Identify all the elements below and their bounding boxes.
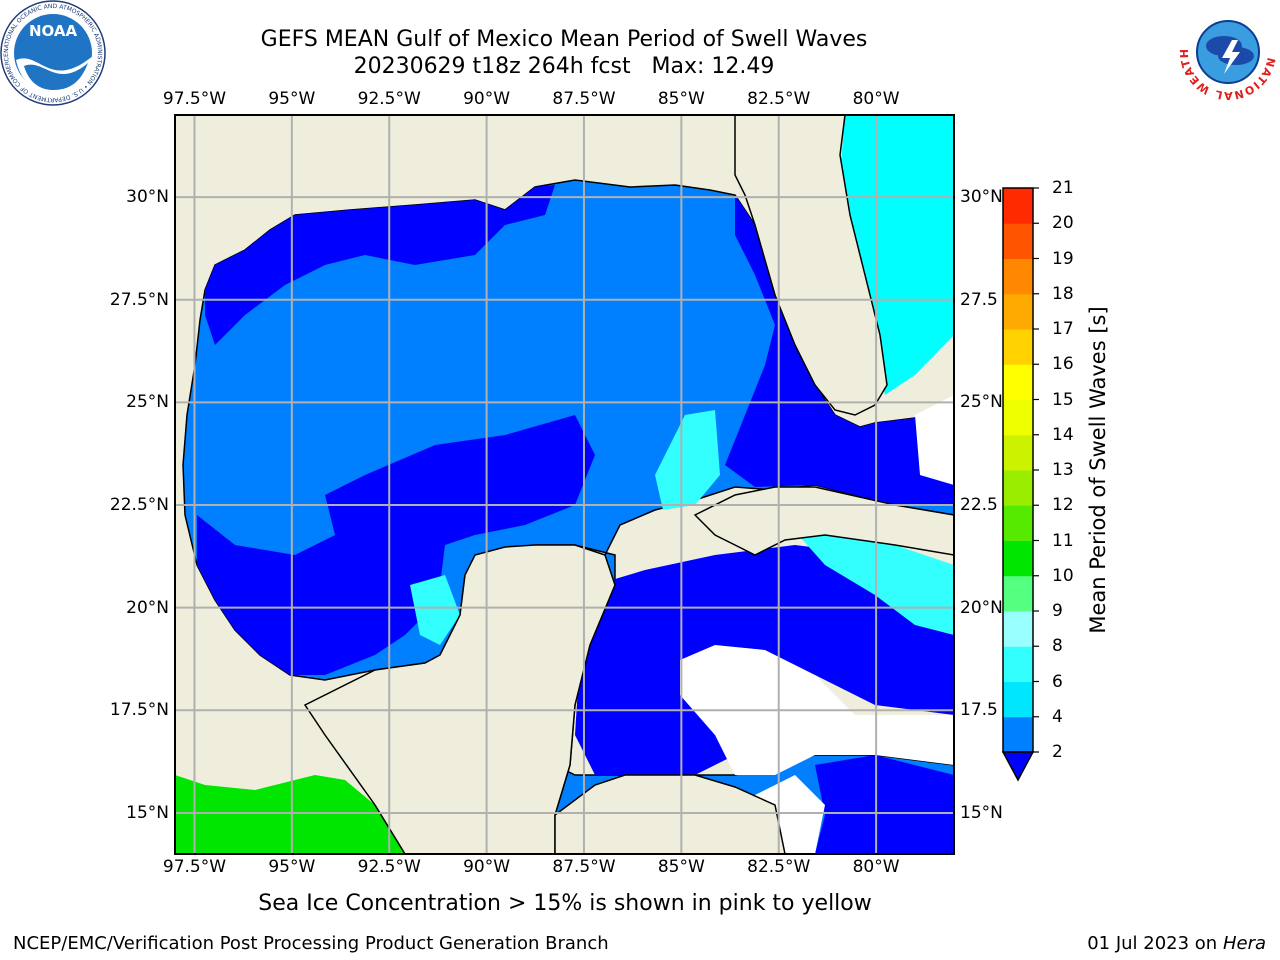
latitude-label: 15°N	[960, 802, 1003, 823]
credit-host: Hera	[1222, 933, 1266, 954]
longitude-label: 97.5°W	[162, 857, 227, 877]
colorbar-tick-label: 20	[1052, 213, 1074, 234]
longitude-label: 95°W	[268, 89, 316, 109]
colorbar-tick-label: 19	[1052, 248, 1074, 269]
swell-field-8-11s	[175, 775, 405, 854]
swell-field-below-2s	[815, 755, 954, 854]
colorbar-segment	[1003, 540, 1033, 577]
longitude-label: 82.5°W	[747, 857, 811, 877]
latitude-label: 22.5°N	[109, 495, 169, 516]
noaa-logo-text: NOAA	[29, 22, 78, 40]
latitude-label: 30°N	[960, 187, 1003, 208]
colorbar-segment	[1003, 364, 1033, 400]
colorbar	[1001, 187, 1039, 782]
colorbar-tick-label: 14	[1052, 424, 1074, 445]
swell-field-4-6s	[655, 410, 720, 510]
longitude-label: 85°W	[657, 857, 705, 877]
latitude-label: 30°N	[126, 187, 169, 208]
colorbar-segment	[1003, 293, 1033, 330]
credit-text: NCEP/EMC/Verification Post Processing Pr…	[13, 933, 609, 954]
colorbar-extend-triangle	[1001, 751, 1035, 782]
colorbar-tick-label: 21	[1052, 178, 1074, 198]
longitude-label: 97.5°W	[162, 89, 227, 109]
swell-field-4-6s	[840, 115, 954, 395]
colorbar-segment	[1003, 470, 1033, 506]
colorbar-tick-label: 8	[1052, 636, 1063, 657]
longitude-label: 87.5°W	[552, 857, 616, 877]
map-gridlines	[175, 115, 954, 854]
noaa-logo: NATIONAL OCEANIC AND ATMOSPHERIC ADMINIS…	[0, 0, 106, 106]
longitude-label: 95°W	[268, 857, 316, 877]
land-florida	[734, 115, 888, 416]
colorbar-segment	[1003, 434, 1033, 471]
colorbar-segment	[1003, 258, 1033, 295]
sea-ice-note: Sea Ice Concentration > 15% is shown in …	[258, 891, 872, 916]
swell-field-below-2s	[725, 195, 954, 505]
longitude-label: 90°W	[463, 857, 511, 877]
swell-field-below-2s	[197, 415, 595, 675]
colorbar-segment	[1003, 399, 1033, 436]
colorbar-segment	[1003, 505, 1033, 541]
colorbar-segment	[1003, 611, 1033, 647]
colorbar-tick-label: 16	[1052, 354, 1074, 375]
colorbar-segment	[1003, 646, 1033, 682]
latitude-label: 17.5°N	[109, 700, 169, 721]
land-central-america	[554, 774, 786, 854]
date-host-text: 01 Jul 2023 on Hera	[1087, 933, 1266, 954]
longitude-label: 92.5°W	[357, 89, 421, 109]
swell-field-4-6s	[785, 510, 954, 635]
latitude-label: 27.5°N	[109, 289, 169, 310]
latitude-label: 15°N	[126, 802, 169, 823]
chart-subtitle: 20230629 t18z 264h fcst Max: 12.49	[353, 54, 775, 79]
colorbar-tick-label: 10	[1052, 565, 1074, 586]
colorbar-segment	[1003, 188, 1033, 224]
colorbar-segment	[1003, 223, 1033, 259]
longitude-label: 87.5°W	[552, 89, 616, 109]
colorbar-tick-label: 12	[1052, 495, 1074, 516]
no-data-area	[915, 395, 954, 485]
latitude-label: 25°N	[126, 392, 169, 413]
longitude-label: 85°W	[657, 89, 705, 109]
gulf-of-mexico-map	[174, 114, 955, 855]
nws-logo: NATIONAL WEATHER SERVICE	[1171, 0, 1279, 103]
colorbar-segment	[1003, 575, 1033, 612]
longitude-label: 92.5°W	[357, 857, 421, 877]
colorbar-tick-label: 13	[1052, 460, 1074, 480]
longitude-label: 80°W	[852, 857, 900, 877]
latitude-label: 22.5	[960, 495, 998, 516]
colorbar-tick-label: 4	[1052, 706, 1063, 727]
credit-date: 01 Jul 2023 on	[1087, 933, 1223, 954]
latitude-label: 27.5	[960, 289, 998, 310]
colorbar-segment	[1003, 329, 1033, 365]
latitude-label: 17.5	[960, 700, 998, 721]
longitude-label: 90°W	[463, 89, 511, 109]
colorbar-segment	[1003, 681, 1033, 718]
colorbar-tick-label: 17	[1052, 319, 1074, 339]
swell-field-4-6s	[410, 575, 460, 645]
latitude-label: 20°N	[126, 597, 169, 618]
colorbar-tick-label: 9	[1052, 601, 1063, 621]
colorbar-label: Mean Period of Swell Waves [s]	[1086, 306, 1110, 634]
colorbar-tick-label: 15	[1052, 389, 1074, 410]
longitude-label: 80°W	[852, 89, 900, 109]
land-cuba	[693, 486, 954, 556]
map-frame	[174, 114, 955, 855]
longitude-label: 82.5°W	[747, 89, 811, 109]
chart-title: GEFS MEAN Gulf of Mexico Mean Period of …	[260, 27, 868, 52]
colorbar-segment	[1003, 716, 1033, 753]
land-yucatan	[303, 544, 616, 854]
latitude-label: 25°N	[960, 392, 1003, 413]
latitude-label: 20°N	[960, 597, 1003, 618]
colorbar-tick-label: 18	[1052, 283, 1074, 304]
colorbar-tick-label: 6	[1052, 671, 1063, 692]
colorbar-tick-label: 11	[1052, 530, 1074, 551]
colorbar-tick-label: 2	[1052, 742, 1063, 762]
